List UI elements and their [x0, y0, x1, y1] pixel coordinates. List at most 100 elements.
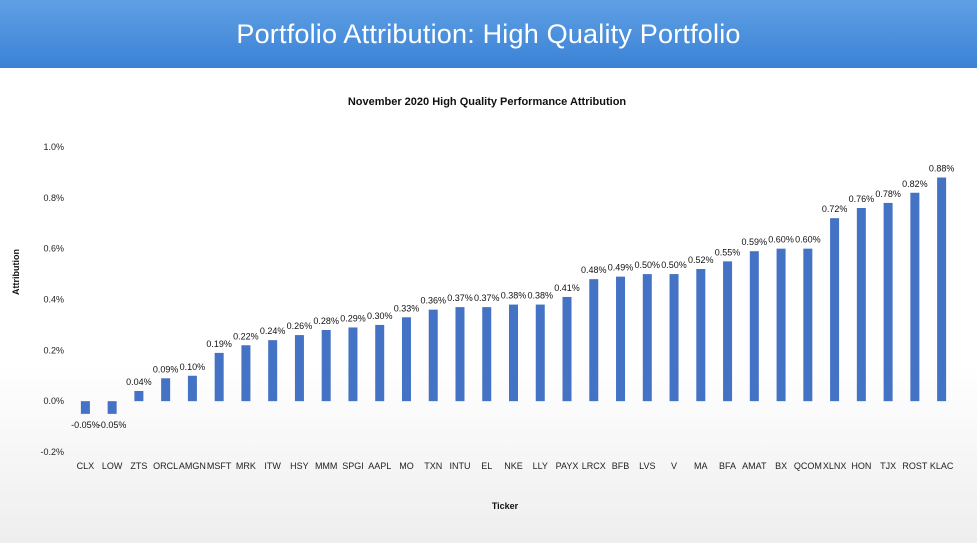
data-label: 0.36% — [420, 296, 446, 306]
y-tick-label: 0.0% — [43, 396, 64, 406]
data-label: -0.05% — [71, 420, 100, 430]
x-tick-label: INTU — [449, 461, 470, 471]
bar-msft — [214, 352, 224, 402]
data-label: 0.19% — [206, 339, 232, 349]
y-tick-label: 0.2% — [43, 345, 64, 355]
x-tick-label: HSY — [290, 461, 309, 471]
y-axis-title: Attribution — [11, 249, 21, 295]
bar-mrk — [241, 345, 251, 402]
data-label: 0.33% — [394, 303, 420, 313]
data-labels: -0.05%-0.05%0.04%0.09% 0.10%0.19%0.22%0.2… — [71, 164, 954, 430]
x-tick-label: BFB — [612, 461, 630, 471]
x-tick-label: MSFT — [207, 461, 232, 471]
x-tick-label: LVS — [639, 461, 655, 471]
bar-v — [669, 274, 679, 402]
x-tick-label: EL — [481, 461, 492, 471]
bar-txn — [428, 309, 438, 402]
x-tick-label: ROST — [902, 461, 928, 471]
bar-clx — [80, 401, 90, 414]
bar-hsy — [294, 335, 304, 402]
chart-area: November 2020 High Quality Performance A… — [0, 68, 977, 543]
x-tick-label: XLNX — [823, 461, 847, 471]
bar-bx — [776, 248, 786, 402]
bar-el — [482, 307, 492, 402]
x-tick-label: KLAC — [930, 461, 954, 471]
x-tick-label: MRK — [236, 461, 256, 471]
data-label: 0.50% — [635, 260, 661, 270]
data-label: 0.52% — [688, 255, 714, 265]
x-tick-label: BX — [775, 461, 787, 471]
data-label: 0.04% — [126, 377, 152, 387]
x-tick-label: QCOM — [794, 461, 822, 471]
data-label: 0.28% — [313, 316, 339, 326]
x-tick-label: MMM — [315, 461, 338, 471]
data-label: 0.76% — [849, 194, 875, 204]
y-tick-label: 0.8% — [43, 193, 64, 203]
data-label: 0.22% — [233, 331, 259, 341]
y-tick-label: 1.0% — [43, 142, 64, 152]
data-label: 0.78% — [875, 189, 901, 199]
bar-bfb — [616, 276, 626, 402]
bar-lvs — [642, 274, 652, 402]
data-label: 0.72% — [822, 204, 848, 214]
x-tick-label: AMAT — [742, 461, 767, 471]
bar-itw — [268, 340, 278, 402]
data-label: 0.10% — [180, 362, 206, 372]
x-axis-title: Ticker — [492, 501, 519, 511]
bar-aapl — [375, 324, 385, 402]
data-label: 0.49% — [608, 263, 634, 273]
data-label: 0.38% — [501, 291, 527, 301]
bar-nke — [509, 304, 518, 402]
bar-orcl — [161, 378, 171, 402]
bar-amgn — [187, 375, 197, 402]
data-label: 0.55% — [715, 247, 741, 257]
bar-spgi — [348, 327, 358, 402]
bar-ma — [696, 269, 706, 402]
x-tick-label: ORCL — [153, 461, 178, 471]
bar-zts — [134, 391, 144, 402]
x-tick-label: V — [671, 461, 677, 471]
data-label: 0.82% — [902, 179, 928, 189]
y-axis: -0.2% 0.0% 0.2% 0.4% 0.6% 0.8% 1.0% — [40, 142, 64, 457]
x-tick-label: TXN — [424, 461, 442, 471]
data-label: 0.59% — [742, 237, 768, 247]
data-label: 0.37% — [447, 293, 473, 303]
data-label: 0.60% — [768, 235, 794, 245]
page-title: Portfolio Attribution: High Quality Port… — [236, 18, 741, 49]
bar-payx — [562, 296, 572, 402]
bar-lly — [535, 304, 545, 402]
x-tick-label: ITW — [264, 461, 281, 471]
x-tick-label: AAPL — [368, 461, 391, 471]
y-tick-label: -0.2% — [40, 447, 64, 457]
data-label: 0.38% — [527, 291, 553, 301]
bar-tjx — [883, 202, 893, 402]
x-tick-label: PAYX — [556, 461, 579, 471]
x-tick-label: NKE — [504, 461, 523, 471]
data-label: 0.24% — [260, 326, 286, 336]
data-label: 0.26% — [287, 321, 313, 331]
data-label: 0.29% — [340, 313, 366, 323]
x-tick-label: CLX — [77, 461, 95, 471]
bar-rost — [910, 192, 920, 402]
bar-klac — [937, 177, 947, 402]
data-label: 0.09% — [153, 364, 179, 374]
data-label: 0.60% — [795, 235, 821, 245]
bar-mmm — [321, 330, 331, 402]
x-tick-label: LRCX — [582, 461, 606, 471]
x-tick-label: LLY — [533, 461, 548, 471]
chart-title: November 2020 High Quality Performance A… — [348, 96, 627, 108]
data-label: 0.41% — [554, 283, 580, 293]
bar-lrcx — [589, 279, 599, 402]
data-label: 0.30% — [367, 311, 393, 321]
bar-bfa — [723, 261, 733, 402]
bar-mo — [401, 317, 411, 402]
x-tick-label: ZTS — [130, 461, 147, 471]
data-label: 0.88% — [929, 164, 955, 174]
x-tick-label: MA — [694, 461, 708, 471]
x-tick-label: HON — [851, 461, 871, 471]
x-tick-label: TJX — [880, 461, 896, 471]
y-tick-label: 0.4% — [43, 295, 64, 305]
data-label: 0.48% — [581, 265, 607, 275]
x-tick-label: BFA — [719, 461, 736, 471]
y-tick-label: 0.6% — [43, 244, 64, 254]
